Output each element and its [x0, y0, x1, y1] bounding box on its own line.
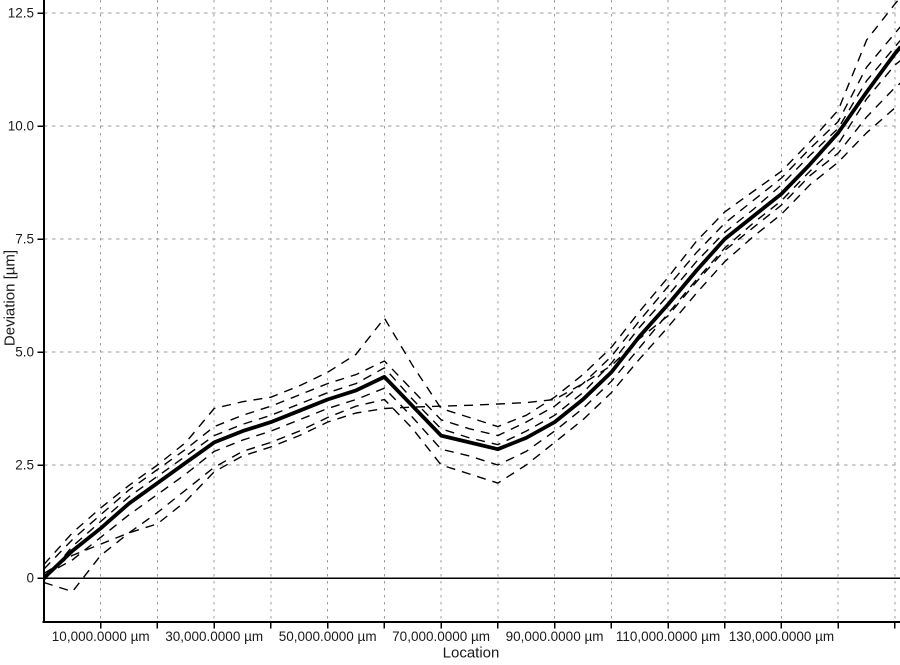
y-tick-label: 5.0: [15, 345, 34, 360]
scan-5-line: [44, 105, 900, 593]
scan-4-line: [44, 60, 900, 577]
x-tick-label: 30,000.0000 µm: [165, 629, 263, 644]
gridlines: [44, 0, 900, 622]
scan-3-line: [44, 39, 900, 581]
y-tick-label: 12.5: [8, 6, 34, 21]
y-tick-label: 2.5: [15, 458, 34, 473]
scan-2-line: [44, 26, 900, 570]
x-tick-label: 110,000.0000 µm: [616, 629, 720, 644]
axis-ticks: [37, 12, 896, 629]
tick-labels: 0 2.5 5.0 7.5 10.0 12.5 10,000.0000 µm 30,000.0…: [8, 6, 834, 645]
x-tick-label: 10,000.0000 µm: [52, 629, 150, 644]
y-axis-title: Deviation [µm]: [1, 249, 19, 347]
x-tick-label: 130,000.0000 µm: [729, 629, 834, 644]
axes: [42, 0, 900, 623]
x-tick-label: 70,000.0000 µm: [392, 629, 490, 644]
x-tick-label: 90,000.0000 µm: [506, 629, 604, 644]
x-axis-title: Location: [442, 644, 500, 662]
scan-1-line: [44, 0, 900, 565]
y-tick-label: 0: [26, 571, 34, 586]
y-tick-label: 7.5: [15, 232, 34, 247]
data-series: [44, 0, 900, 593]
scan-6-line: [44, 82, 900, 575]
y-tick-label: 10.0: [8, 119, 34, 134]
x-tick-label: 50,000.0000 µm: [279, 629, 377, 644]
mean-line: [44, 45, 900, 580]
